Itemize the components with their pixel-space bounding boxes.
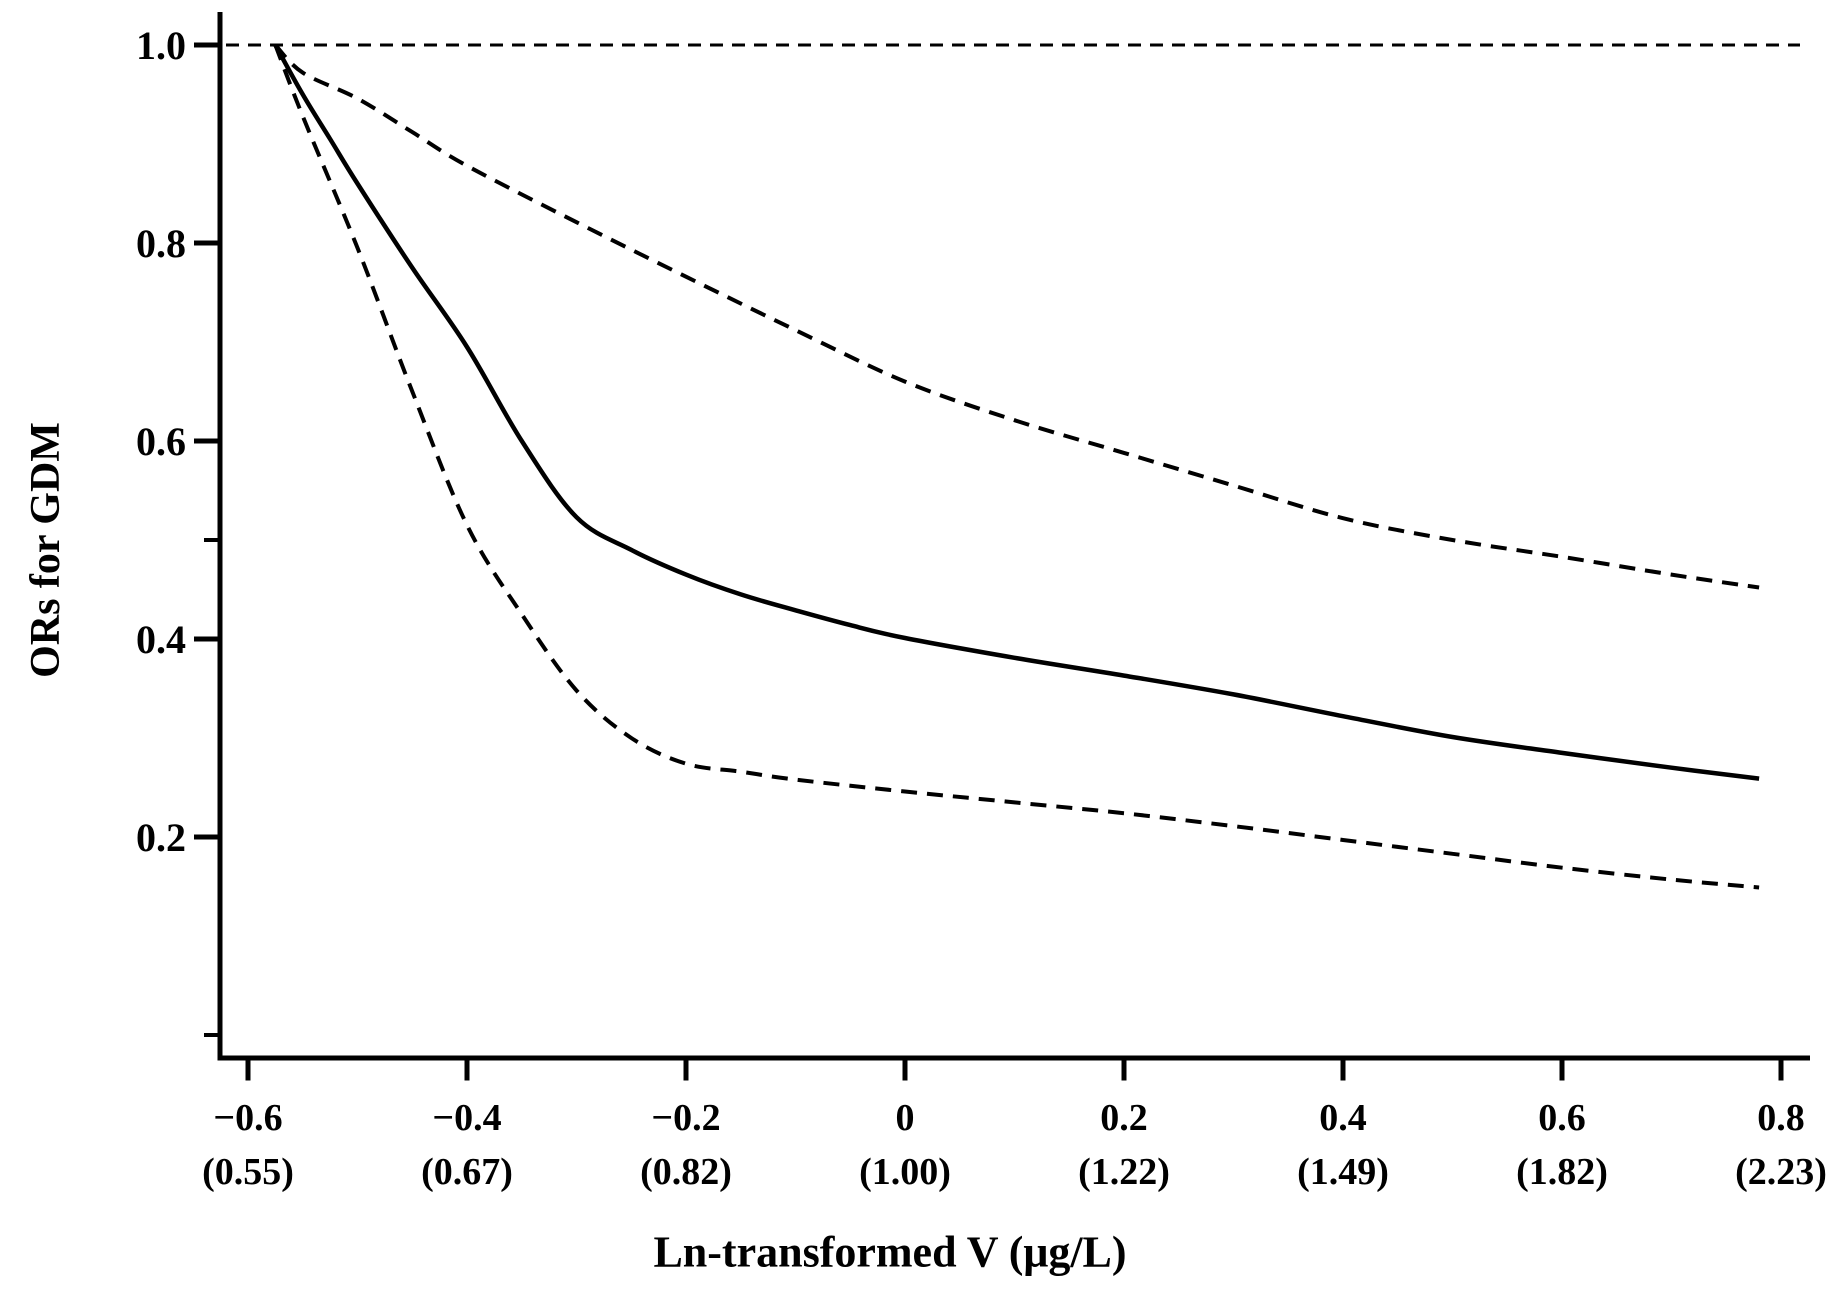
x-tick-sublabel: (1.00)	[859, 1151, 951, 1193]
y-tick-label: 0.6	[136, 419, 186, 464]
y-tick-label: 1.0	[136, 23, 186, 68]
x-tick-label: −0.4	[432, 1097, 501, 1139]
x-tick-sublabel: (1.82)	[1516, 1151, 1608, 1193]
x-tick-sublabel: (0.55)	[202, 1151, 294, 1193]
x-tick-label: 0.6	[1538, 1097, 1586, 1139]
x-tick-sublabel: (0.82)	[640, 1151, 732, 1193]
x-tick-label: −0.6	[213, 1097, 282, 1139]
upper-95ci-curve	[273, 43, 1760, 590]
x-tick-label: 0.4	[1319, 1097, 1367, 1139]
x-tick-sublabel: (1.49)	[1297, 1151, 1389, 1193]
x-axis-title: Ln-transformed V (μg/L)	[653, 1227, 1127, 1277]
x-tick-label: 0.2	[1100, 1097, 1148, 1139]
x-tick-label: 0	[896, 1097, 915, 1139]
x-tick-label: −0.2	[651, 1097, 720, 1139]
lower-95ci-curve	[273, 44, 1760, 890]
x-tick-sublabel: (2.23)	[1735, 1151, 1827, 1193]
y-tick-label: 0.4	[136, 617, 186, 662]
y-tick-label: 0.8	[136, 221, 186, 266]
y-axis-title: ORs for GDM	[23, 422, 69, 678]
x-tick-sublabel: (0.67)	[421, 1151, 513, 1193]
x-tick-sublabel: (1.22)	[1078, 1151, 1170, 1193]
y-tick-label: 0.2	[136, 815, 186, 860]
x-tick-label: 0.8	[1757, 1097, 1805, 1139]
odds-ratio-estimate-curve	[273, 43, 1760, 781]
